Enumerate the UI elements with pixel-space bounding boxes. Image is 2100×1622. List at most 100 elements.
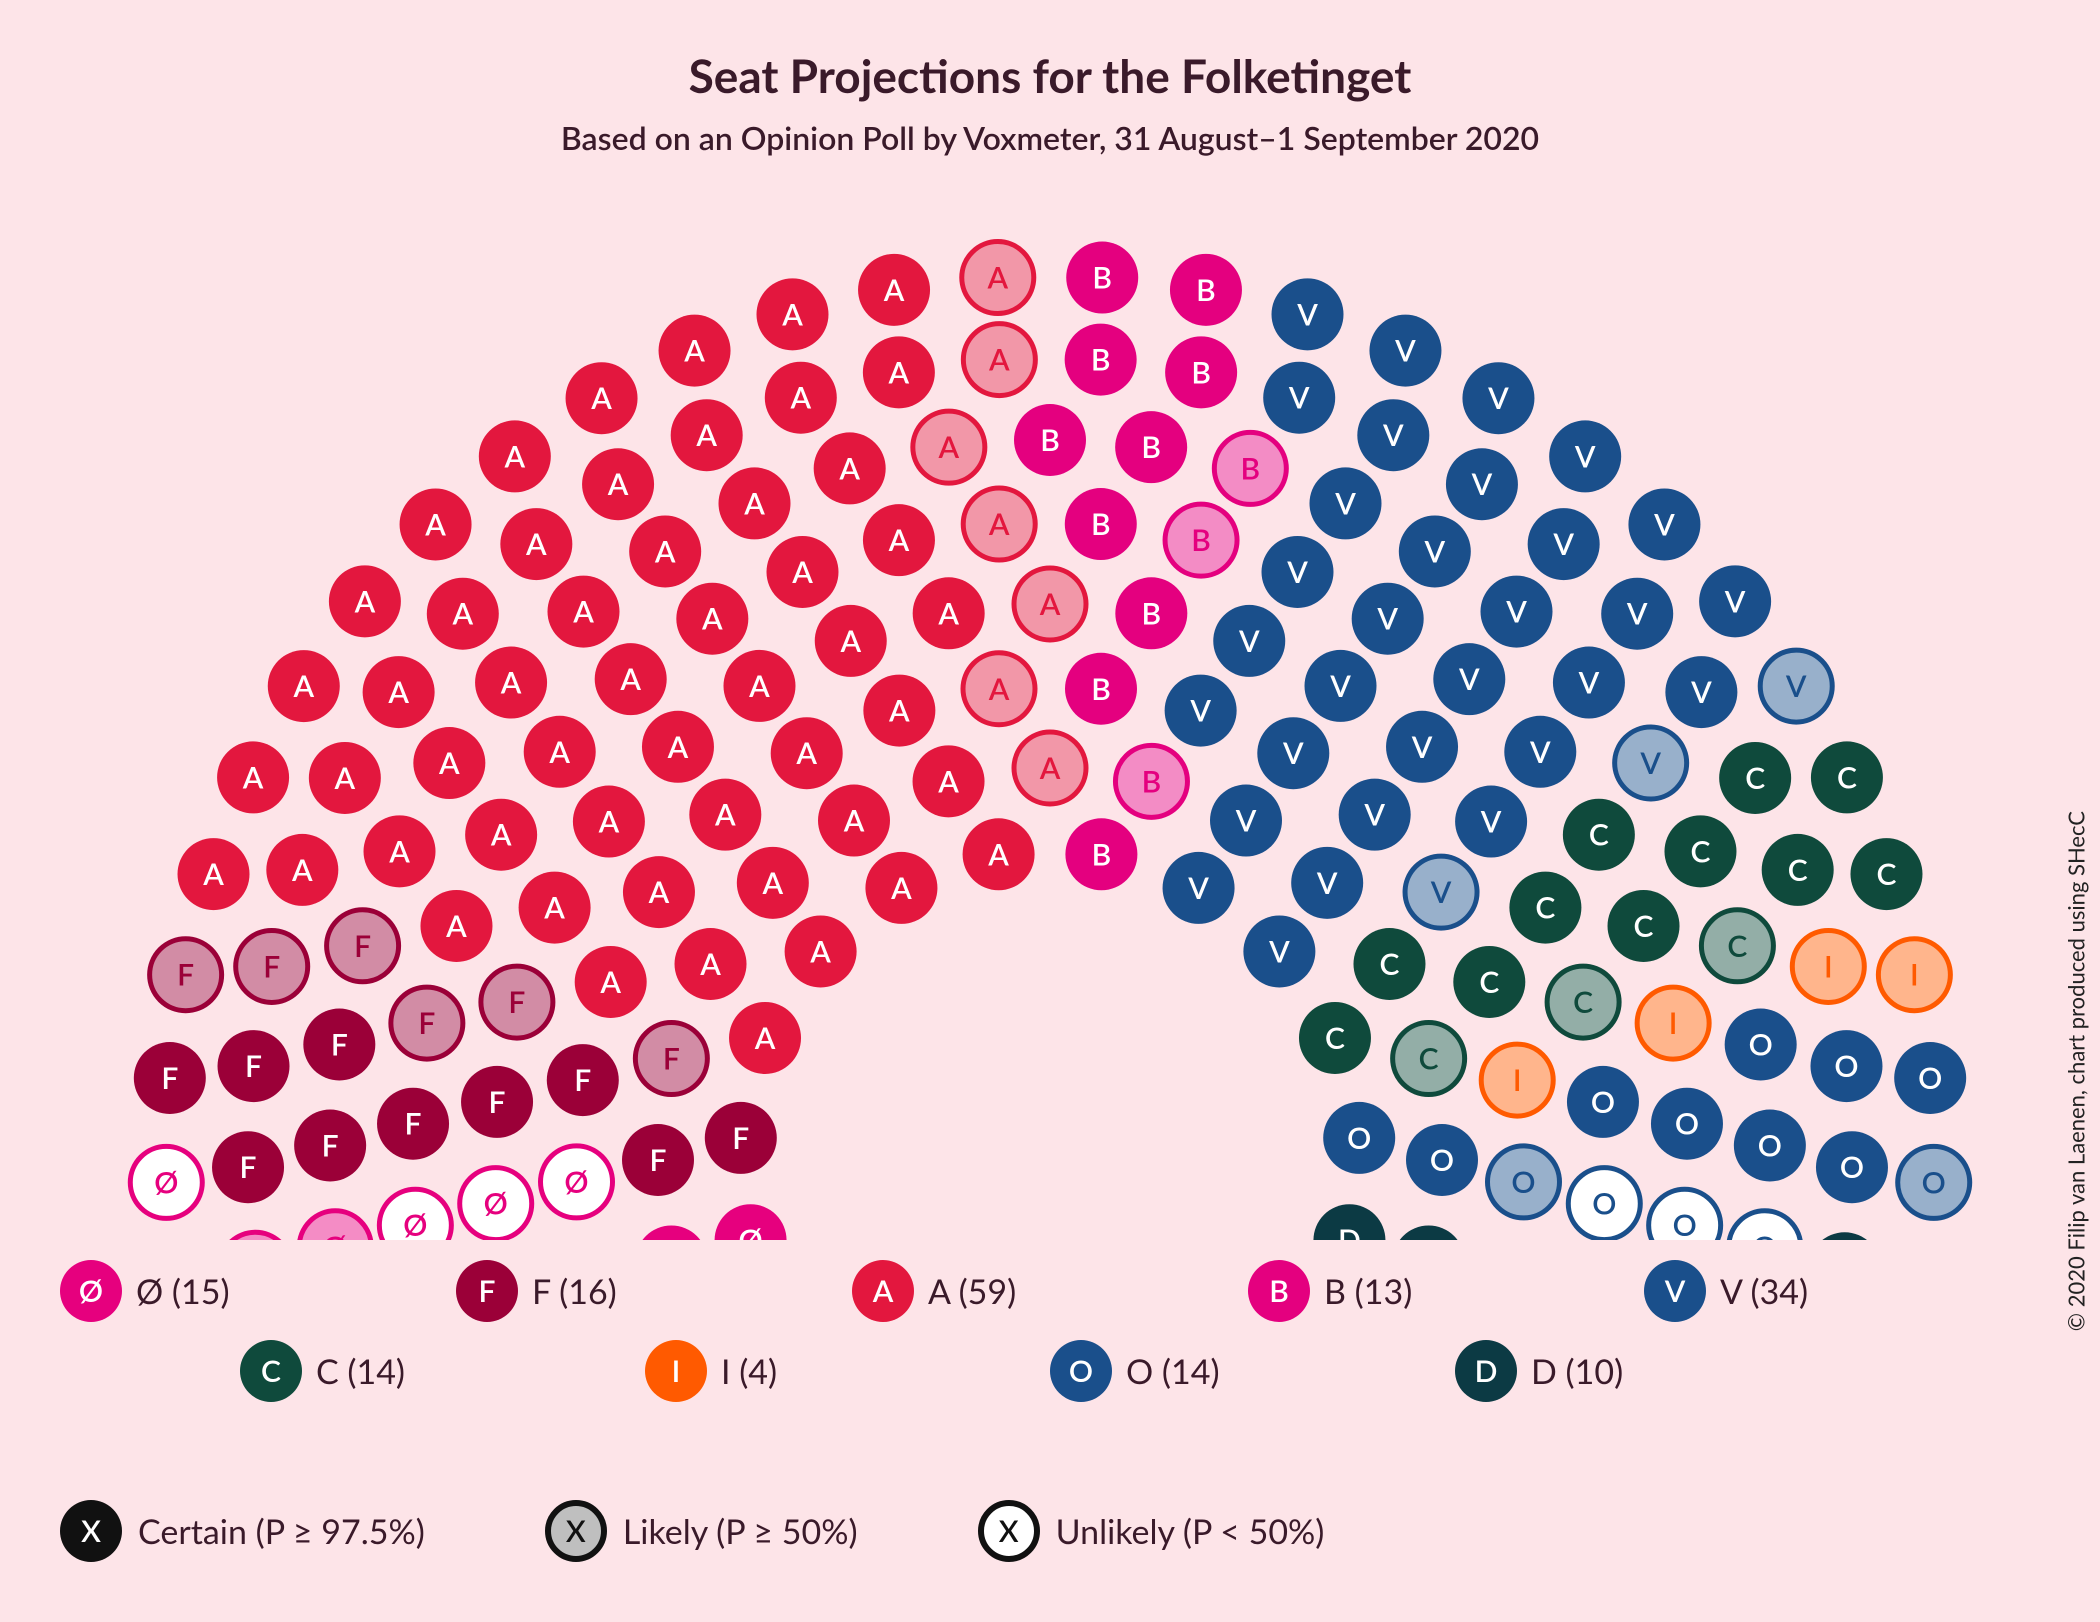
svg-text:A: A <box>938 429 960 465</box>
seat: B <box>1165 504 1237 576</box>
svg-text:B: B <box>1191 354 1211 390</box>
seat: F <box>134 1042 206 1114</box>
seat: V <box>1553 647 1625 719</box>
seat: A <box>629 515 701 587</box>
svg-text:V: V <box>1487 380 1509 416</box>
svg-text:A: A <box>388 833 410 869</box>
seat: V <box>1257 717 1329 789</box>
svg-text:A: A <box>599 964 621 1000</box>
svg-text:A: A <box>890 870 912 906</box>
seat: C <box>1393 1023 1465 1095</box>
svg-text:V: V <box>1424 533 1446 569</box>
seat: Ø <box>379 1189 451 1240</box>
svg-text:V: V <box>1334 485 1356 521</box>
svg-text:A: A <box>334 760 356 796</box>
svg-text:O: O <box>1840 1149 1864 1185</box>
svg-text:O: O <box>1922 1164 1946 1200</box>
seat: V <box>1462 362 1534 434</box>
seat: A <box>524 716 596 788</box>
seat: O <box>1487 1146 1559 1218</box>
svg-text:F: F <box>489 1084 506 1120</box>
legend-swatch: O <box>1050 1340 1112 1402</box>
svg-text:O: O <box>1673 1207 1697 1240</box>
legend-item-Ø: ØØ (15) <box>60 1260 456 1322</box>
svg-text:V: V <box>1785 668 1807 704</box>
svg-text:O: O <box>1753 1229 1777 1240</box>
seat: V <box>1601 578 1673 650</box>
svg-text:O: O <box>1675 1106 1699 1142</box>
seat: O <box>1323 1102 1395 1174</box>
svg-text:A: A <box>1039 586 1061 622</box>
seat: V <box>1357 399 1429 471</box>
svg-text:A: A <box>202 856 224 892</box>
seat: O <box>1406 1124 1478 1196</box>
seat: A <box>400 488 472 560</box>
seat: F <box>236 930 308 1002</box>
seat: C <box>1811 741 1883 813</box>
seat: A <box>266 834 338 906</box>
seat: B <box>1115 411 1187 483</box>
svg-text:V: V <box>1286 554 1308 590</box>
legend-item-C: CC (14) <box>240 1340 645 1402</box>
svg-text:V: V <box>1552 526 1574 562</box>
svg-text:C: C <box>1837 759 1857 795</box>
seat: C <box>1547 966 1619 1038</box>
seat: O <box>1898 1146 1970 1218</box>
svg-text:C: C <box>1589 817 1609 853</box>
seat: A <box>595 643 667 715</box>
seat: C <box>1850 838 1922 910</box>
seat: F <box>150 939 222 1011</box>
legend-label: O (14) <box>1126 1351 1220 1392</box>
seat: V <box>1665 656 1737 728</box>
svg-text:A: A <box>590 380 612 416</box>
seat: I <box>1792 930 1864 1002</box>
svg-text:V: V <box>1724 583 1746 619</box>
svg-text:A: A <box>888 693 910 729</box>
svg-text:Ø: Ø <box>154 1164 178 1200</box>
svg-text:A: A <box>292 668 314 704</box>
svg-text:F: F <box>322 1128 339 1164</box>
legend-swatch: C <box>240 1340 302 1402</box>
seat: V <box>1433 643 1505 715</box>
seat: A <box>178 838 250 910</box>
svg-text:V: V <box>1282 735 1304 771</box>
seat: O <box>1568 1168 1640 1240</box>
legend-item-O: O O (14) <box>1050 1340 1455 1402</box>
seat: C <box>1719 742 1791 814</box>
svg-text:B: B <box>1091 342 1111 378</box>
hemicycle-svg: ØØØØØØØØØØØØØØØFFFFFFFFFFFFFFFFAAAAAAAAA… <box>0 40 2100 1240</box>
svg-text:A: A <box>838 450 860 486</box>
seat: A <box>364 815 436 887</box>
svg-text:Ø: Ø <box>484 1186 508 1222</box>
svg-text:A: A <box>791 554 813 590</box>
svg-text:B: B <box>1191 522 1211 558</box>
svg-text:A: A <box>548 734 570 770</box>
prob-swatch: X <box>978 1500 1040 1562</box>
prob-legend-unlikely: XUnlikely (P < 50%) <box>978 1500 1325 1562</box>
seat: C <box>1299 1002 1371 1074</box>
svg-text:A: A <box>654 533 676 569</box>
svg-text:C: C <box>1691 833 1711 869</box>
seat: A <box>962 242 1034 314</box>
seat: F <box>218 1030 290 1102</box>
seat: A <box>963 818 1035 890</box>
svg-text:F: F <box>508 984 525 1020</box>
svg-text:I: I <box>1669 1005 1678 1041</box>
seat: B <box>1065 488 1137 560</box>
seat: V <box>1339 779 1411 851</box>
svg-text:A: A <box>699 946 721 982</box>
seat: D <box>1393 1225 1465 1240</box>
seat: F <box>635 1023 707 1095</box>
seat: A <box>413 727 485 799</box>
svg-text:A: A <box>714 797 736 833</box>
seat: V <box>1263 362 1335 434</box>
legend-item-F: FF (16) <box>456 1260 852 1322</box>
prob-legend-likely: XLikely (P ≥ 50%) <box>545 1500 858 1562</box>
seat: A <box>963 653 1035 725</box>
seat: A <box>865 852 937 924</box>
svg-text:F: F <box>418 1005 435 1041</box>
seat: Ø <box>541 1146 613 1218</box>
seat: A <box>623 856 695 928</box>
seat: V <box>1615 727 1687 799</box>
probability-legend: XCertain (P ≥ 97.5%)XLikely (P ≥ 50%)XUn… <box>60 1500 2040 1562</box>
